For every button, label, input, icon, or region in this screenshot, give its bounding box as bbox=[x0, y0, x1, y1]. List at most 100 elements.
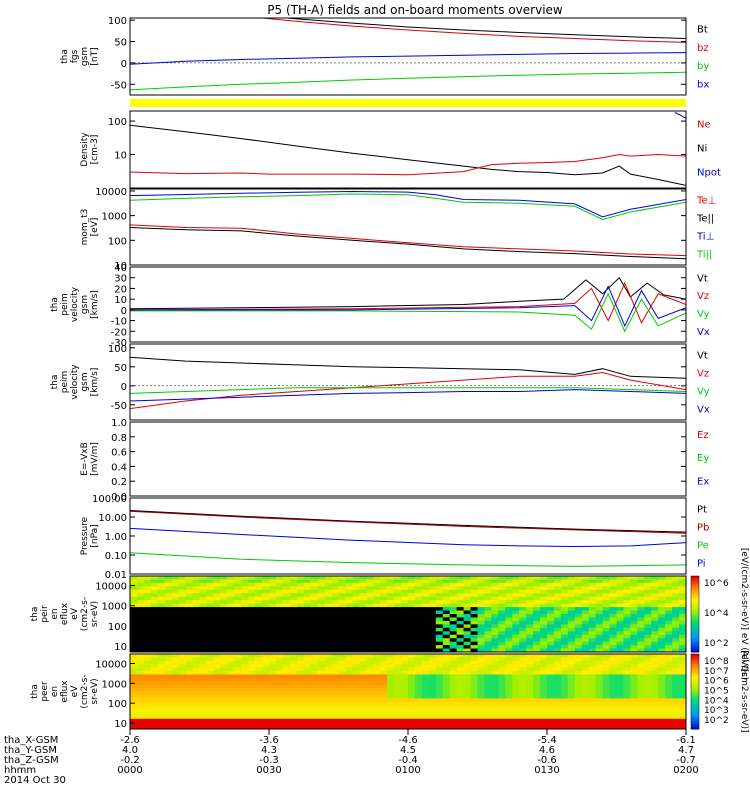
heatmap-cell bbox=[324, 664, 332, 669]
heatmap-cell bbox=[192, 654, 200, 658]
heatmap-cell bbox=[296, 638, 305, 643]
heatmap-cell bbox=[338, 664, 346, 669]
heatmap-cell bbox=[428, 698, 437, 703]
heatmap-cell bbox=[463, 589, 471, 594]
heatmap-cell bbox=[380, 614, 388, 618]
heatmap-cell bbox=[317, 671, 325, 675]
heatmap-cell bbox=[435, 645, 444, 649]
x-row-label: tha_X-GSM bbox=[4, 735, 58, 746]
heatmap-cell bbox=[310, 722, 319, 726]
heatmap-cell bbox=[408, 688, 416, 692]
heatmap-cell bbox=[352, 718, 360, 723]
heatmap-cell bbox=[282, 654, 291, 658]
y-tick-label: 0.10 bbox=[105, 551, 127, 562]
heatmap-cell bbox=[512, 688, 520, 692]
x-tick-label: -0.4 bbox=[398, 755, 418, 766]
heatmap-cell bbox=[547, 614, 555, 618]
heatmap-cell bbox=[310, 681, 319, 686]
heatmap-cell bbox=[289, 664, 298, 669]
heatmap-cell bbox=[533, 711, 541, 716]
heatmap-cell bbox=[623, 627, 631, 632]
heatmap-cell bbox=[609, 708, 617, 713]
heatmap-cell bbox=[324, 600, 332, 605]
heatmap-cell bbox=[630, 589, 638, 594]
heatmap-cell bbox=[373, 664, 381, 669]
heatmap-cell bbox=[255, 617, 263, 622]
heatmap-cell bbox=[130, 688, 138, 692]
heatmap-cell bbox=[505, 722, 513, 726]
heatmap-cell bbox=[387, 674, 395, 679]
heatmap-cell bbox=[366, 654, 374, 658]
heatmap-cell bbox=[637, 718, 645, 723]
heatmap-cell bbox=[394, 660, 402, 665]
heatmap-cell bbox=[665, 627, 673, 632]
heatmap-cell bbox=[505, 660, 513, 665]
series-Vy bbox=[130, 387, 686, 394]
heatmap-cell bbox=[394, 688, 402, 692]
heatmap-cell bbox=[470, 691, 478, 696]
x-tick-label: -2.6 bbox=[120, 735, 140, 746]
heatmap-cell bbox=[171, 654, 180, 658]
heatmap-cell bbox=[651, 708, 659, 713]
heatmap-cell bbox=[547, 576, 555, 580]
heatmap-cell bbox=[421, 660, 430, 665]
heatmap-cell bbox=[637, 698, 645, 703]
heatmap-cell bbox=[136, 654, 145, 658]
heatmap-cell bbox=[282, 708, 291, 713]
heatmap-cell bbox=[296, 660, 305, 665]
heatmap-cell bbox=[435, 677, 444, 682]
heatmap-cell bbox=[456, 677, 464, 682]
heatmap-cell bbox=[310, 698, 319, 703]
heatmap-cell bbox=[310, 708, 319, 713]
heatmap-cell bbox=[255, 681, 263, 686]
heatmap-cell bbox=[623, 654, 631, 658]
heatmap-cell bbox=[588, 610, 597, 615]
heatmap-cell bbox=[275, 694, 284, 699]
heatmap-cell bbox=[192, 638, 200, 643]
heatmap-cell bbox=[470, 634, 478, 639]
heatmap-cell bbox=[289, 603, 298, 608]
heatmap-cell bbox=[588, 582, 597, 587]
heatmap-cell bbox=[581, 603, 590, 608]
heatmap-cell bbox=[560, 705, 569, 709]
heatmap-cell bbox=[547, 722, 555, 726]
heatmap-cell bbox=[547, 698, 555, 703]
heatmap-cell bbox=[206, 634, 214, 639]
heatmap-cell bbox=[227, 681, 235, 686]
heatmap-cell bbox=[227, 617, 235, 622]
colorbar-cell bbox=[691, 689, 699, 692]
heatmap-cell bbox=[317, 657, 325, 662]
heatmap-cell bbox=[574, 607, 583, 611]
heatmap-cell bbox=[637, 607, 645, 611]
heatmap-cell bbox=[130, 617, 138, 622]
heatmap-cell bbox=[185, 634, 193, 639]
heatmap-cell bbox=[352, 705, 360, 709]
heatmap-cell bbox=[255, 667, 263, 672]
heatmap-cell bbox=[373, 718, 381, 723]
heatmap-cell bbox=[394, 617, 402, 622]
colorbar-tick-label: 10^8 bbox=[704, 657, 729, 667]
heatmap-cell bbox=[602, 582, 610, 587]
heatmap-cell bbox=[185, 657, 193, 662]
heatmap-cell bbox=[234, 617, 242, 622]
heatmap-cell bbox=[303, 715, 312, 720]
heatmap-cell bbox=[449, 715, 458, 720]
heatmap-cell bbox=[303, 627, 312, 632]
heatmap-cell bbox=[442, 654, 451, 658]
heatmap-cell bbox=[234, 715, 242, 720]
heatmap-cell bbox=[262, 681, 270, 686]
heatmap-cell bbox=[679, 671, 687, 675]
heatmap-cell bbox=[540, 701, 548, 706]
heatmap-cell bbox=[498, 677, 506, 682]
heatmap-cell bbox=[366, 694, 374, 699]
heatmap-cell bbox=[560, 610, 569, 615]
heatmap-cell bbox=[269, 610, 277, 615]
heatmap-cell bbox=[519, 610, 527, 615]
heatmap-cell bbox=[581, 671, 590, 675]
heatmap-cell bbox=[150, 718, 159, 723]
heatmap-cell bbox=[588, 620, 597, 625]
heatmap-cell bbox=[567, 698, 576, 703]
heatmap-cell bbox=[658, 715, 666, 720]
heatmap-cell bbox=[157, 667, 166, 672]
heatmap-cell bbox=[449, 660, 458, 665]
